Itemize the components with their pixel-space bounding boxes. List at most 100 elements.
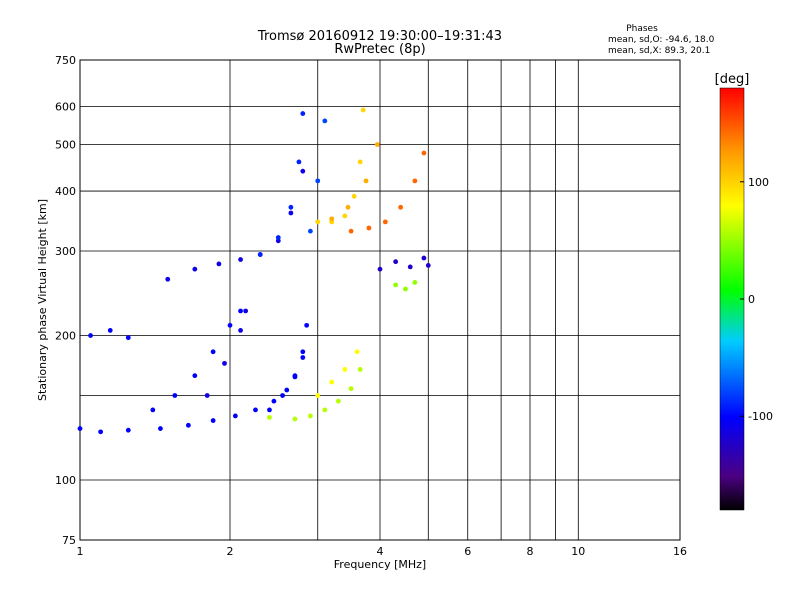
data-point [342,367,348,372]
stats-heading: Phases [626,24,658,34]
data-point [342,213,348,219]
data-point [107,327,113,333]
x-tick-label: 4 [377,545,384,558]
data-point [348,228,354,234]
data-point [88,333,93,338]
y-axis-label: Stationary phase Virtual Height [km] [36,199,49,401]
x-tick-label: 1 [77,545,84,558]
data-point [366,225,372,231]
data-point [284,387,290,393]
data-point [232,413,238,419]
x-axis-label: Frequency [MHz] [334,558,426,571]
data-point [393,259,399,265]
data-point [329,379,335,385]
data-point [360,107,366,113]
data-point [345,204,351,210]
colorbar-label: [deg] [715,72,750,87]
data-point [238,327,243,333]
data-point [267,415,272,420]
data-point [98,429,104,435]
data-point [329,216,335,222]
data-point [253,407,258,413]
data-points [77,107,431,435]
data-point [288,210,294,216]
data-point [315,393,321,398]
stats-line-x: mean, sd,X: 89.3, 20.1 [608,46,710,56]
data-point [300,168,306,174]
chart-title: Tromsø 20160912 19:30:00–19:31:43 [257,29,502,44]
data-point [210,349,216,355]
data-point [403,286,408,292]
data-point [192,373,198,379]
data-point [315,178,321,184]
data-point [363,178,369,184]
data-point [348,386,354,392]
data-point [421,255,427,261]
data-point [292,373,298,379]
colorbar-tick-label: 0 [748,293,755,306]
data-point [125,335,131,341]
stats-line-o: mean, sd,O: -94.6, 18.0 [608,35,715,45]
data-point [300,355,306,360]
data-point [300,349,306,355]
data-point [280,393,285,398]
data-point [288,204,294,210]
data-point [322,118,328,124]
data-point [335,398,341,404]
data-point [210,418,216,423]
data-point [222,360,227,366]
data-point [292,416,298,422]
y-tick-label: 300 [55,245,76,258]
data-point [425,262,431,268]
y-tick-label: 75 [62,534,76,547]
colorbar-tick-label: 100 [748,176,769,189]
data-point [300,111,306,116]
data-point [357,367,363,372]
data-point [296,159,302,165]
data-point [412,178,418,184]
grid-lines [80,60,680,540]
y-tick-label: 400 [55,185,76,198]
y-tick-label: 100 [55,474,76,487]
data-point [382,219,388,225]
colorbar-ticks: 100 0 -100 [740,176,773,423]
data-point [308,228,313,234]
data-point [227,322,233,328]
data-point [158,426,163,431]
data-point [351,193,357,199]
data-point [165,276,171,282]
data-point [267,407,272,413]
data-point [275,238,281,244]
data-point [238,257,243,262]
data-point [304,322,310,328]
data-point [357,159,363,165]
data-point [407,264,413,270]
data-point [412,280,418,285]
data-point [275,235,281,240]
data-point [354,349,360,355]
data-point [308,413,313,419]
x-tick-label: 2 [227,545,234,558]
x-tick-label: 6 [464,545,471,558]
x-tick-label: 8 [527,545,534,558]
data-point [172,393,178,398]
data-point [393,282,399,288]
x-tick-label: 10 [571,545,585,558]
data-point [192,266,198,272]
data-point [374,142,380,147]
data-point [185,422,191,428]
data-point [271,398,277,404]
axis-ticks: 1 2 4 6 8 10 16 75 100 200 300 400 500 600 750 [55,54,687,558]
y-tick-label: 200 [55,330,76,343]
data-point [377,266,383,272]
colorbar-tick-label: -100 [748,410,773,423]
y-tick-label: 500 [55,139,76,152]
data-point [216,261,222,267]
data-point [150,407,156,413]
data-point [238,308,243,314]
data-point [125,427,131,433]
x-tick-label: 16 [673,545,687,558]
y-tick-label: 600 [55,101,76,114]
data-point [315,219,321,225]
